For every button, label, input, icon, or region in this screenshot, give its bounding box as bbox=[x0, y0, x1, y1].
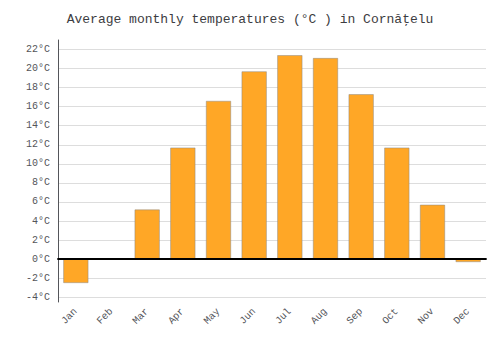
svg-text:Jan: Jan bbox=[59, 306, 79, 326]
svg-text:Sep: Sep bbox=[345, 306, 365, 326]
svg-text:14°C: 14°C bbox=[26, 120, 50, 131]
svg-text:Aug: Aug bbox=[309, 306, 329, 326]
svg-text:2°C: 2°C bbox=[32, 235, 50, 246]
svg-text:18°C: 18°C bbox=[26, 82, 50, 93]
svg-text:Feb: Feb bbox=[95, 306, 115, 326]
svg-text:Apr: Apr bbox=[166, 306, 186, 326]
svg-text:22°C: 22°C bbox=[26, 44, 50, 55]
svg-text:8°C: 8°C bbox=[32, 177, 50, 188]
svg-text:Oct: Oct bbox=[380, 306, 400, 326]
svg-text:-2°C: -2°C bbox=[26, 273, 50, 284]
svg-text:0°C: 0°C bbox=[32, 254, 50, 265]
svg-text:Jun: Jun bbox=[238, 306, 258, 326]
svg-text:Jul: Jul bbox=[273, 306, 293, 326]
svg-text:10°C: 10°C bbox=[26, 158, 50, 169]
svg-text:12°C: 12°C bbox=[26, 139, 50, 150]
svg-text:-4°C: -4°C bbox=[26, 292, 50, 303]
svg-text:Average monthly temperatures (: Average monthly temperatures (°C ) in Co… bbox=[67, 12, 434, 27]
svg-text:Nov: Nov bbox=[416, 306, 436, 326]
svg-text:6°C: 6°C bbox=[32, 196, 50, 207]
svg-text:May: May bbox=[202, 306, 222, 326]
svg-text:4°C: 4°C bbox=[32, 216, 50, 227]
svg-text:16°C: 16°C bbox=[26, 101, 50, 112]
svg-text:Dec: Dec bbox=[452, 306, 472, 326]
svg-text:20°C: 20°C bbox=[26, 63, 50, 74]
svg-text:Mar: Mar bbox=[131, 306, 151, 326]
